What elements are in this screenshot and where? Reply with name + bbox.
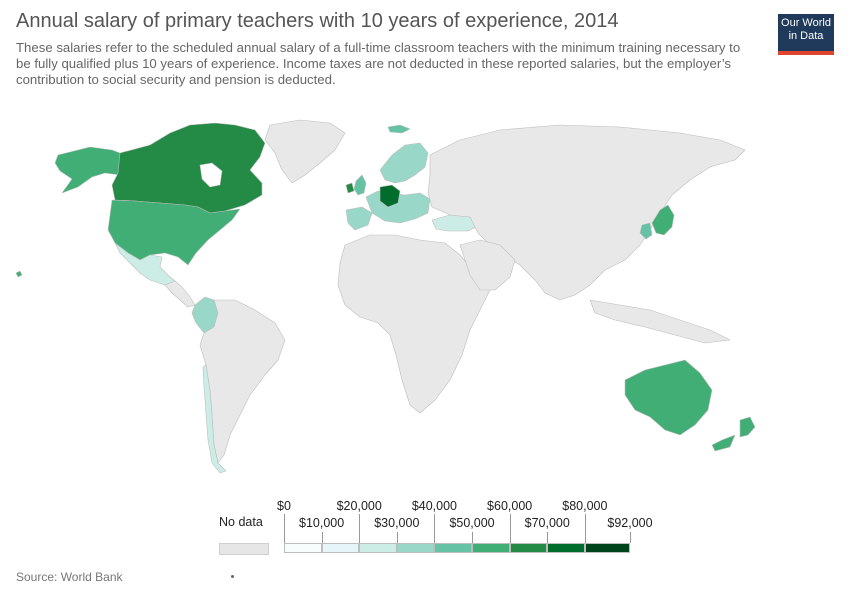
- legend-lower-label: $10,000: [299, 516, 345, 530]
- legend-lower-label: $92,000: [607, 516, 653, 530]
- legend-upper-label: $80,000: [562, 499, 608, 513]
- legend-upper-tick: [434, 514, 436, 543]
- region-scandinavia[interactable]: [379, 142, 429, 184]
- legend-bin-3[interactable]: [396, 543, 435, 553]
- legend-upper-tick: [284, 514, 285, 543]
- legend-lower-label: $30,000: [374, 516, 420, 530]
- region-iberia[interactable]: [345, 206, 373, 231]
- owid-logo[interactable]: Our World in Data: [778, 14, 834, 55]
- region-ireland[interactable]: [345, 182, 355, 194]
- legend-lower-label: $70,000: [524, 516, 570, 530]
- legend-upper-tick: [584, 514, 586, 543]
- legend-bin-0[interactable]: [284, 543, 322, 553]
- legend-upper-label: $40,000: [411, 499, 458, 513]
- legend-lower-tick: [547, 532, 549, 543]
- logo-line-1: Our World: [781, 17, 831, 29]
- chart-title: Annual salary of primary teachers with 1…: [16, 10, 619, 32]
- legend-bin-1[interactable]: [321, 543, 360, 553]
- legend-upper-label: $60,000: [487, 499, 533, 513]
- region-africa[interactable]: [337, 234, 491, 414]
- legend-lower-tick: [472, 532, 474, 543]
- legend-upper-tick: [509, 514, 511, 543]
- region-new-zealand[interactable]: [711, 416, 756, 452]
- region-canada[interactable]: [111, 122, 266, 214]
- region-south-america[interactable]: [199, 299, 286, 464]
- chart-subtitle: These salaries refer to the scheduled an…: [16, 40, 741, 87]
- region-south-korea[interactable]: [639, 222, 653, 240]
- region-central-america[interactable]: [164, 280, 196, 308]
- legend-lower-tick: [630, 532, 631, 543]
- logo-line-2: in Data: [788, 30, 824, 42]
- source-note[interactable]: Source: World Bank: [16, 570, 123, 584]
- dot-marker: [231, 575, 234, 578]
- region-greenland[interactable]: [264, 119, 346, 184]
- logo-underline: [778, 51, 834, 55]
- region-hawaii[interactable]: [15, 270, 23, 278]
- region-germany[interactable]: [379, 184, 401, 208]
- legend-bin-5[interactable]: [472, 543, 510, 553]
- legend-lower-tick: [321, 532, 323, 543]
- region-mexico[interactable]: [114, 242, 176, 286]
- legend-bin-6[interactable]: [509, 543, 548, 553]
- region-southeast-asia[interactable]: [589, 299, 731, 344]
- hudson-bay: [199, 162, 223, 188]
- legend-upper-tick: [359, 514, 361, 543]
- legend-bin-2[interactable]: [359, 543, 397, 553]
- legend-upper-label: $20,000: [336, 499, 382, 513]
- region-uk[interactable]: [353, 174, 367, 196]
- region-chile[interactable]: [202, 364, 227, 474]
- region-iceland[interactable]: [387, 124, 411, 134]
- world-map[interactable]: [0, 95, 850, 490]
- legend-lower-label: $50,000: [449, 516, 495, 530]
- legend-no-data-label: No data: [219, 515, 263, 529]
- legend-bin-7[interactable]: [547, 543, 585, 553]
- legend-bin-8[interactable]: [584, 543, 630, 553]
- legend-bin-4[interactable]: [434, 543, 473, 553]
- legend-upper-label: $0: [277, 499, 291, 513]
- region-alaska[interactable]: [54, 146, 121, 194]
- region-japan[interactable]: [651, 204, 675, 236]
- legend: No data $0 $20,000 $40,000 $60,000 $80,000 $1…: [0, 495, 850, 565]
- legend-lower-tick: [396, 532, 398, 543]
- legend-no-data-swatch: [219, 543, 269, 555]
- region-australia[interactable]: [624, 359, 713, 436]
- region-arabia[interactable]: [459, 239, 516, 291]
